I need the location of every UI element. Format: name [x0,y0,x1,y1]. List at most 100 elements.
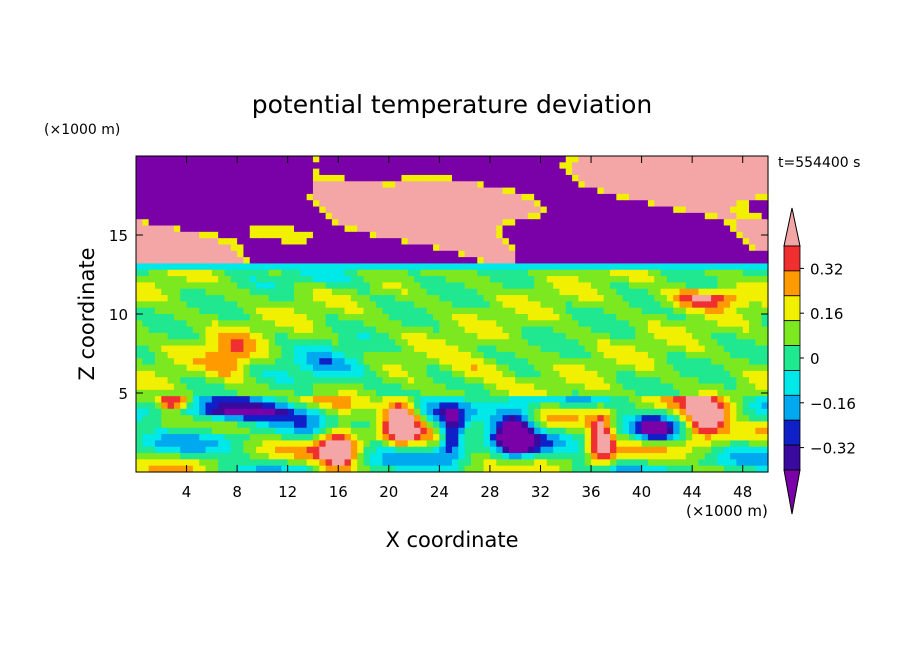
contour-cell [458,301,466,309]
contour-cell [578,396,586,404]
contour-cell [673,200,681,208]
contour-cell [711,225,719,233]
contour-cell [344,263,352,271]
contour-cell [584,465,592,473]
contour-cell [572,446,579,454]
contour-cell [426,326,434,334]
contour-cell [470,238,478,246]
contour-cell [654,370,662,378]
contour-cell [761,257,769,265]
contour-cell [711,389,719,397]
contour-cell [635,427,643,435]
contour-cell [237,377,245,385]
contour-cell [363,358,371,366]
contour-cell [420,257,428,265]
contour-cell [275,332,282,340]
contour-cell [546,370,554,378]
contour-cell [559,440,567,448]
contour-cell [622,358,630,366]
contour-cell [610,301,617,309]
contour-cell [647,288,655,296]
contour-cell [761,440,769,448]
contour-cell [388,156,396,163]
contour-cell [300,453,308,460]
contour-cell [534,345,542,353]
contour-cell [698,206,706,214]
contour-cell [218,358,226,366]
contour-cell [578,301,586,309]
contour-cell [199,402,207,410]
contour-cell [376,332,384,340]
contour-cell [211,358,219,366]
contour-cell [679,231,687,239]
contour-cell [521,307,529,315]
contour-cell [508,446,516,454]
contour-cell [218,351,226,359]
contour-cell [173,351,181,359]
contour-cell [407,339,415,347]
contour-cell [553,244,561,252]
contour-cell [344,358,352,366]
contour-cell [546,257,554,265]
contour-cell [464,358,472,366]
contour-cell [502,301,510,309]
contour-cell [559,282,567,290]
contour-cell [161,326,169,334]
contour-cell [452,244,459,252]
contour-cell [704,446,712,454]
contour-cell [452,156,459,163]
contour-cell [464,200,472,208]
contour-cell [755,434,763,441]
contour-cell [534,301,542,309]
contour-cell [192,231,200,239]
contour-cell [597,181,605,189]
contour-cell [565,193,573,201]
contour-cell [300,427,308,435]
contour-cell [755,314,763,321]
contour-cell [294,276,301,283]
contour-cell [414,351,421,359]
contour-cell [666,358,674,366]
contour-cell [515,421,523,429]
contour-cell [711,219,719,227]
contour-cell [186,212,194,220]
contour-cell [211,440,219,448]
contour-cell [325,440,333,448]
contour-cell [452,383,459,391]
contour-cell [325,200,333,208]
contour-cell [420,231,428,239]
contour-cell [666,364,674,372]
contour-cell [407,358,415,366]
contour-cell [192,187,200,195]
contour-cell [641,358,649,366]
contour-cell [736,351,744,359]
contour-cell [426,174,434,182]
contour-cell [616,156,624,163]
contour-cell [559,257,567,265]
contour-cell [635,162,643,170]
contour-cell [584,453,592,460]
contour-cell [243,263,251,271]
contour-cell [173,168,181,176]
contour-cell [546,427,554,435]
contour-cell [249,269,257,277]
contour-cell [401,269,409,277]
contour-cell [559,168,567,176]
contour-cell [445,250,453,258]
contour-cell [616,402,624,410]
contour-cell [331,358,339,366]
contour-cell [445,269,453,277]
contour-cell [515,295,523,302]
contour-cell [578,244,586,252]
contour-cell [654,339,662,347]
contour-cell [616,181,624,189]
contour-cell [534,282,542,290]
contour-cell [161,345,169,353]
contour-cell [363,231,371,239]
contour-cell [521,377,529,385]
contour-cell [256,295,263,302]
contour-cell [287,427,295,435]
contour-cell [173,345,181,353]
contour-cell [439,370,447,378]
contour-cell [749,358,756,366]
